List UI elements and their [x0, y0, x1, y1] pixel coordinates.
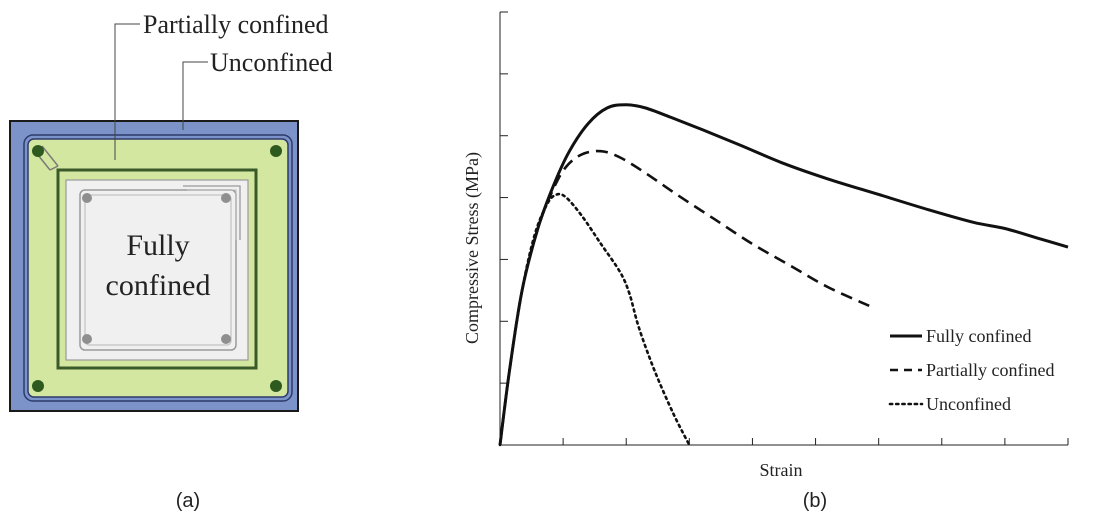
- outer-rebar-bottom-left: [32, 380, 44, 392]
- inner-hoop-hook: [183, 185, 241, 240]
- inner-rebar-top-left: [82, 193, 92, 203]
- outer-rebar-top-right: [270, 145, 282, 157]
- panel-b-caption: (b): [803, 490, 827, 512]
- panel-a-caption: (a): [176, 490, 200, 512]
- inner-hoop-inner-line: [84, 194, 232, 346]
- x-axis-ticks: [562, 438, 1069, 445]
- outer-rebar-top-left: [32, 145, 44, 157]
- panel-a-cross-section: Fully confined Partially confined Unconf…: [9, 10, 333, 512]
- fully-confined-label-line2: confined: [106, 269, 211, 302]
- outer-hoop: [23, 134, 293, 402]
- x-axis-label: Strain: [760, 460, 803, 480]
- inner-rebar-bottom-left: [82, 334, 92, 344]
- partially-confined-label: Partially confined: [143, 10, 329, 39]
- inner-rebar-bottom-right: [221, 334, 231, 344]
- fully-confined-label-line1: Fully: [126, 229, 189, 262]
- inner-rebar-top-right: [221, 193, 231, 203]
- inner-hoop: [79, 189, 237, 351]
- series-line-partially-confined: [498, 149, 870, 446]
- legend-label: Unconfined: [926, 394, 1011, 414]
- y-axis-ticks: [500, 11, 508, 384]
- series-line-unconfined: [498, 192, 691, 447]
- partially-confined-leader: [114, 23, 140, 160]
- y-axis-label: Compressive Stress (MPa): [462, 152, 483, 344]
- unconfined-leader: [182, 61, 208, 130]
- legend-label: Fully confined: [926, 326, 1032, 346]
- legend-label: Partially confined: [926, 360, 1054, 380]
- legend: Fully confined Partially confined Unconfin…: [888, 326, 1054, 414]
- fully-confined-region: [65, 179, 249, 361]
- curves: [498, 103, 1069, 447]
- outer-rebar-bottom-right: [270, 380, 282, 392]
- unconfined-label: Unconfined: [210, 48, 333, 77]
- fully-confined-border: [56, 168, 258, 370]
- panel-b-chart: Compressive Stress (MPa) Strain Fully co…: [462, 11, 1069, 512]
